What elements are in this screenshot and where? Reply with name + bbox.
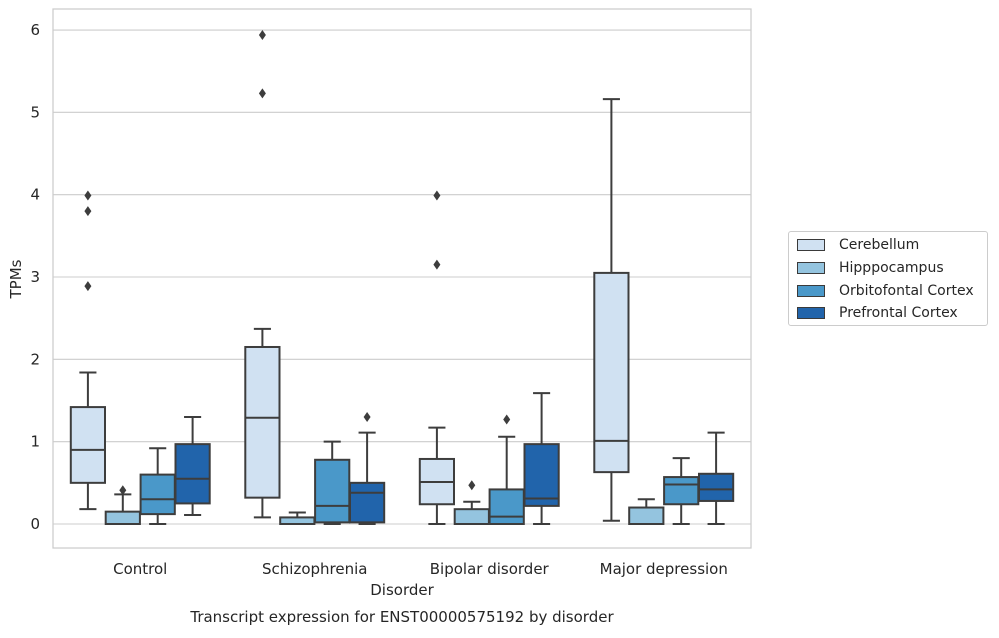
x-tick-label: Bipolar disorder bbox=[430, 560, 550, 578]
boxplot bbox=[523, 392, 560, 525]
outlier-point bbox=[84, 206, 92, 217]
y-tick-label: 0 bbox=[30, 515, 40, 533]
legend-item: Prefrontal Cortex bbox=[797, 303, 958, 323]
box bbox=[174, 443, 211, 505]
boxplot bbox=[244, 29, 281, 519]
box bbox=[139, 473, 176, 516]
x-axis-label: Disorder bbox=[370, 581, 434, 599]
x-tick-labels: Control Schizophrenia Bipolar disorder Majo… bbox=[113, 560, 728, 578]
box bbox=[697, 472, 735, 502]
boxplot bbox=[488, 414, 525, 525]
box bbox=[663, 476, 700, 506]
boxplot bbox=[418, 190, 456, 525]
legend: Cerebellum Hipppocampus Orbitofontal Cor… bbox=[788, 231, 988, 326]
outlier-point bbox=[503, 414, 511, 425]
x-tick-label: Major depression bbox=[600, 560, 728, 578]
y-axis-label: TPMs bbox=[7, 259, 25, 299]
outlier-point bbox=[119, 485, 127, 496]
boxes bbox=[69, 29, 735, 526]
boxplot bbox=[453, 480, 490, 526]
legend-label: Hipppocampus bbox=[839, 260, 944, 276]
boxplot bbox=[628, 498, 665, 525]
boxplot bbox=[69, 190, 107, 511]
box bbox=[488, 488, 525, 525]
box bbox=[453, 508, 490, 526]
boxplot bbox=[279, 511, 316, 525]
grid bbox=[53, 29, 751, 525]
chart-title: Transcript expression for ENST0000057519… bbox=[189, 608, 614, 626]
legend-item: Hipppocampus bbox=[797, 258, 944, 278]
boxplot bbox=[663, 457, 700, 525]
box bbox=[104, 510, 141, 526]
x-tick-label: Control bbox=[113, 560, 167, 578]
legend-swatch bbox=[797, 285, 825, 297]
boxplot bbox=[139, 447, 176, 525]
y-tick-label: 6 bbox=[30, 21, 40, 39]
box bbox=[523, 443, 560, 507]
box bbox=[348, 481, 386, 524]
boxplot bbox=[174, 415, 211, 516]
box bbox=[628, 506, 665, 525]
y-tick-label: 1 bbox=[30, 433, 40, 451]
boxplot bbox=[104, 485, 141, 526]
legend-label: Prefrontal Cortex bbox=[839, 305, 958, 321]
legend-swatch bbox=[797, 307, 825, 319]
boxplot bbox=[593, 98, 630, 522]
outlier-point bbox=[433, 259, 441, 270]
legend-swatch bbox=[797, 239, 825, 251]
outlier-point bbox=[468, 480, 476, 491]
y-tick-label: 5 bbox=[30, 103, 40, 121]
outlier-point bbox=[258, 29, 266, 40]
legend-item: Cerebellum bbox=[797, 235, 919, 255]
boxplot bbox=[697, 431, 735, 525]
y-tick-label: 3 bbox=[30, 268, 40, 286]
y-tick-label: 2 bbox=[30, 350, 40, 368]
outlier-point bbox=[258, 88, 266, 99]
outlier-point bbox=[433, 190, 441, 201]
box bbox=[69, 406, 107, 484]
x-tick-label: Schizophrenia bbox=[262, 560, 367, 578]
y-tick-labels: 0 1 2 3 4 5 6 bbox=[30, 21, 40, 533]
boxplot bbox=[314, 440, 351, 525]
legend-item: Orbitofontal Cortex bbox=[797, 281, 974, 301]
legend-label: Cerebellum bbox=[839, 237, 920, 253]
box bbox=[244, 345, 281, 499]
legend-swatch bbox=[797, 262, 825, 274]
outlier-point bbox=[84, 281, 92, 292]
boxplot bbox=[348, 411, 386, 525]
y-tick-label: 4 bbox=[30, 186, 40, 204]
box bbox=[314, 458, 351, 524]
legend-label: Orbitofontal Cortex bbox=[839, 283, 974, 299]
plot-frame bbox=[52, 8, 752, 549]
outlier-point bbox=[363, 411, 371, 422]
box bbox=[593, 271, 630, 474]
outlier-point bbox=[84, 190, 92, 201]
